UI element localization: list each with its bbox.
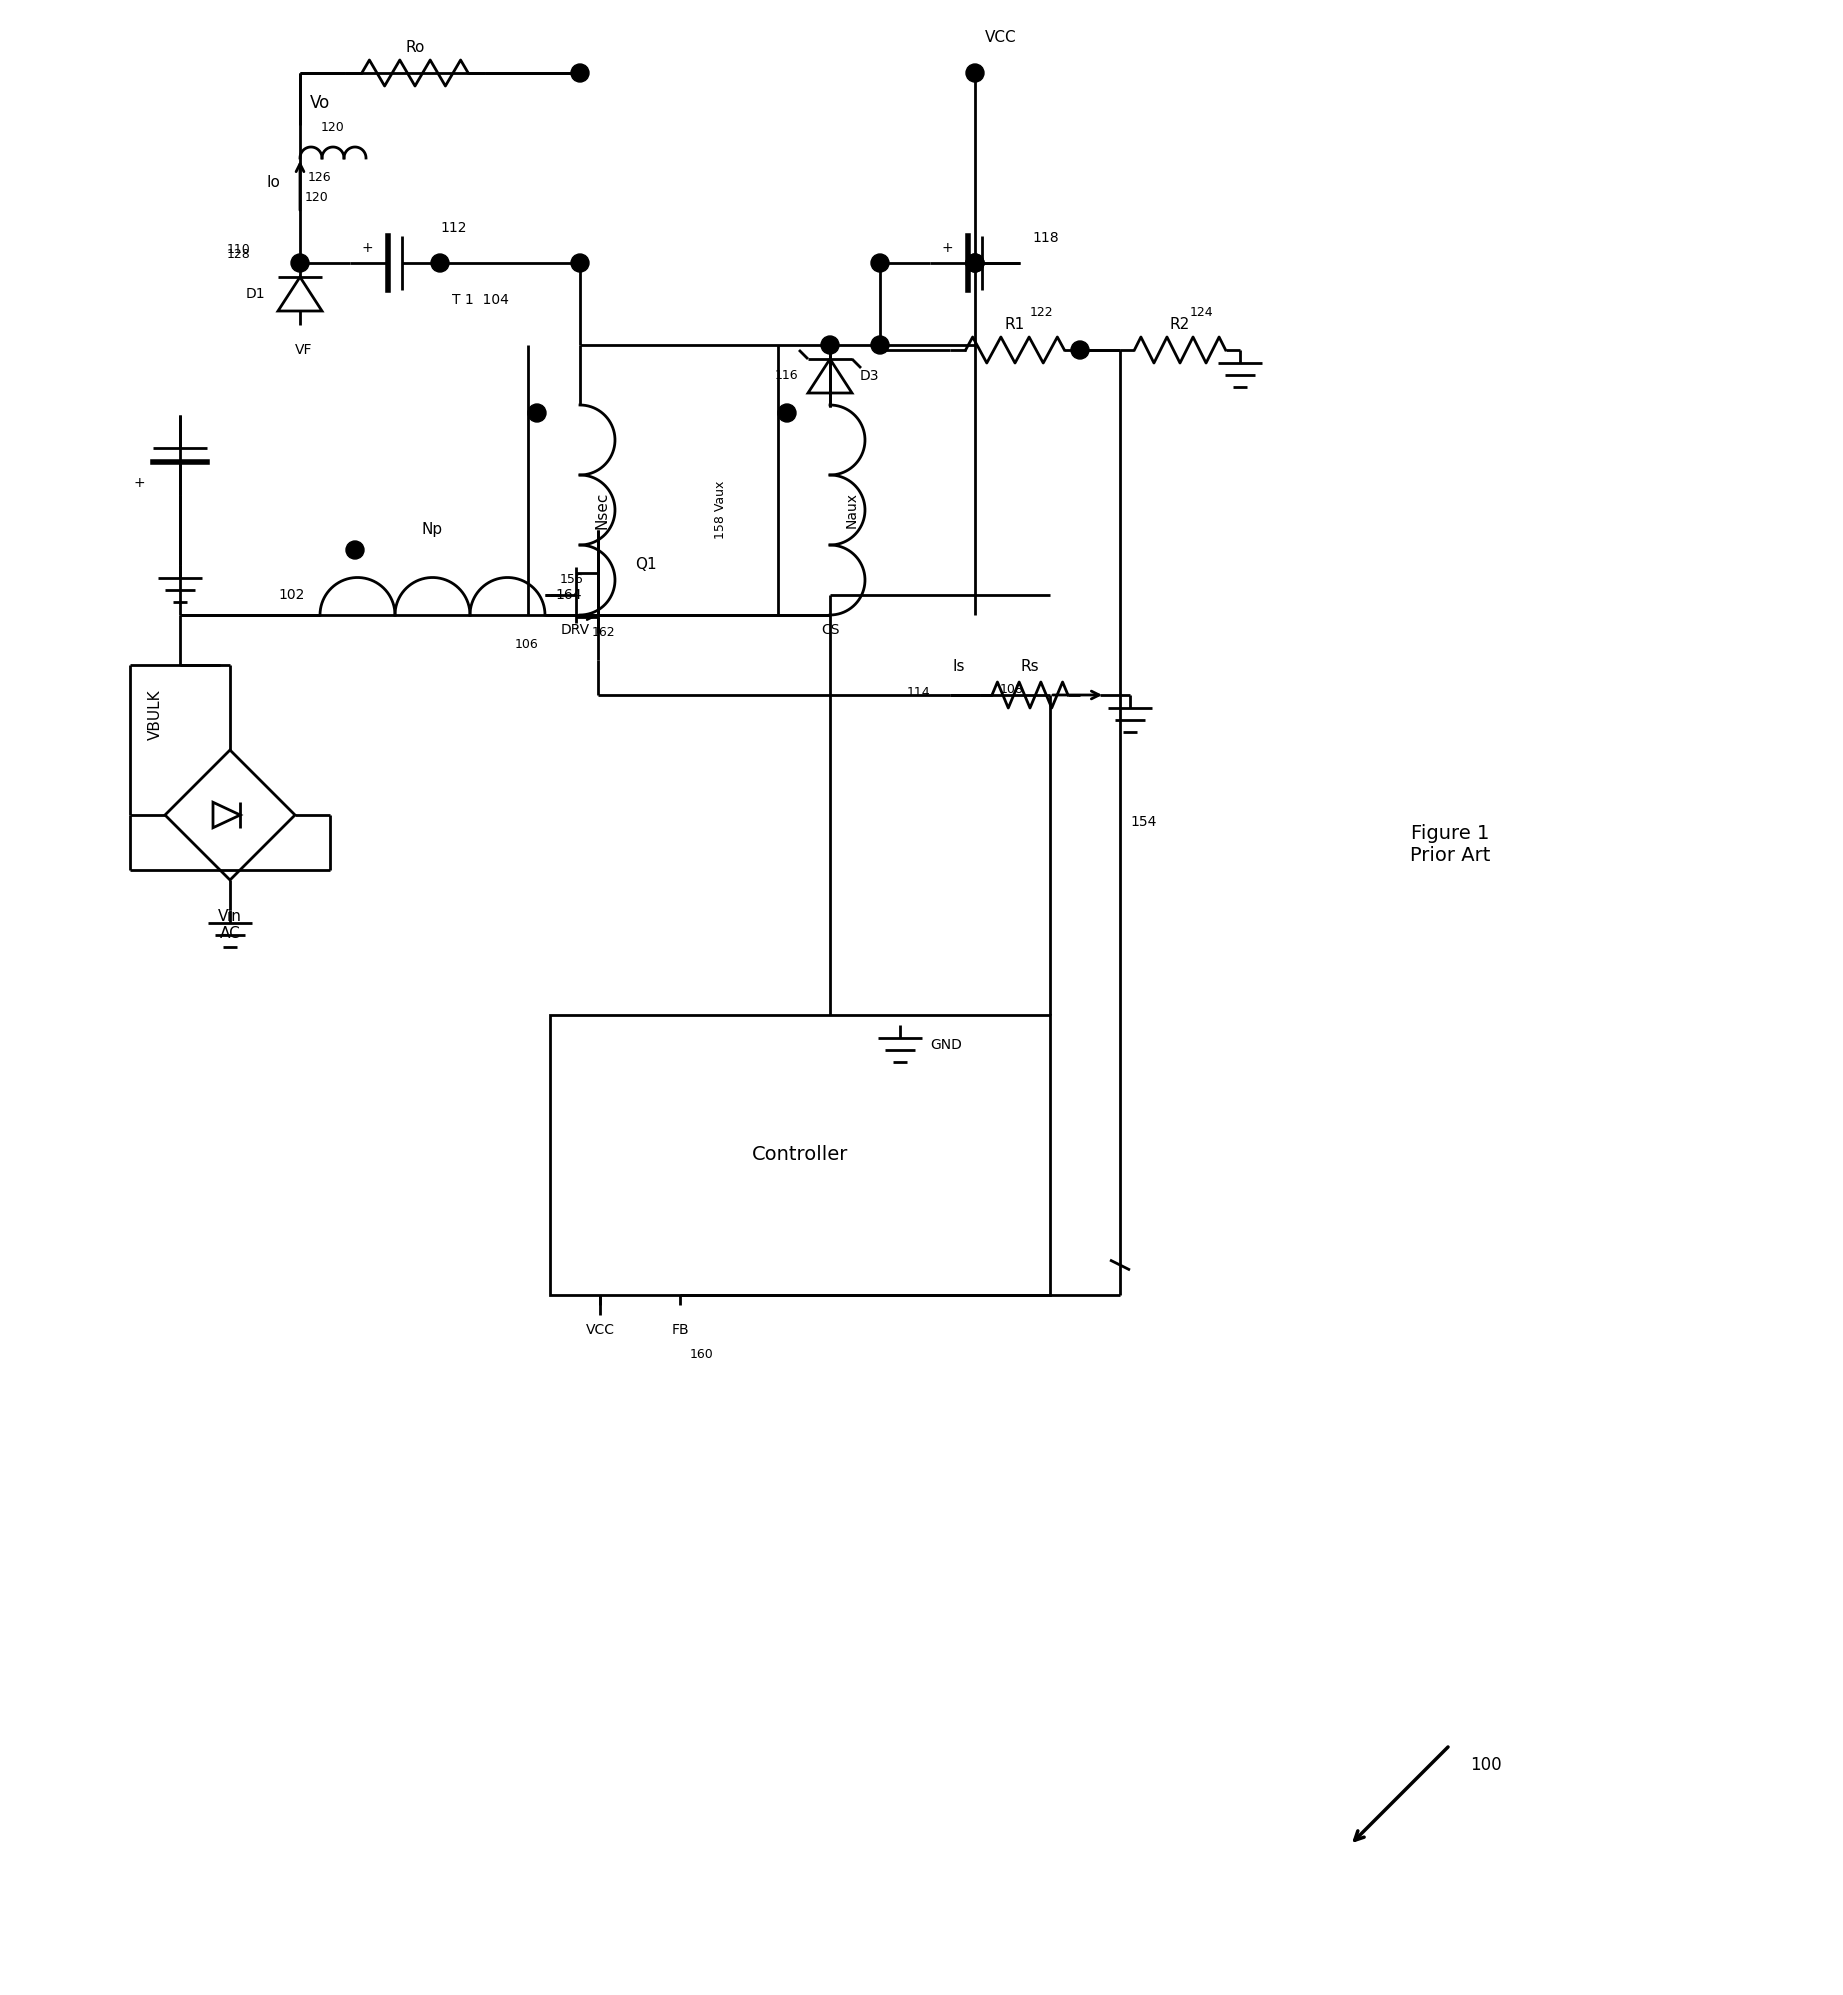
- Text: VCC: VCC: [586, 1323, 614, 1337]
- Text: Figure 1
Prior Art: Figure 1 Prior Art: [1410, 824, 1491, 866]
- Text: 102: 102: [278, 589, 304, 602]
- Text: Is: Is: [953, 660, 966, 674]
- Circle shape: [291, 253, 310, 271]
- Text: 100: 100: [1471, 1756, 1502, 1774]
- Text: 118: 118: [1032, 231, 1058, 245]
- Text: 124: 124: [1191, 305, 1215, 319]
- Text: Vin
AC: Vin AC: [217, 910, 241, 942]
- Text: 112: 112: [440, 221, 466, 235]
- Text: Naux: Naux: [844, 493, 859, 529]
- Text: 114: 114: [907, 686, 931, 700]
- Text: R2: R2: [1170, 317, 1191, 333]
- Circle shape: [872, 253, 888, 271]
- Text: T 1  104: T 1 104: [452, 293, 509, 307]
- Text: 108: 108: [1001, 684, 1025, 696]
- Text: 128: 128: [227, 249, 251, 261]
- Text: 120: 120: [321, 122, 345, 134]
- Text: 120: 120: [304, 192, 328, 205]
- Text: 122: 122: [1030, 305, 1054, 319]
- Text: GND: GND: [931, 1037, 962, 1051]
- Text: 110: 110: [227, 243, 251, 257]
- Text: D1: D1: [245, 287, 265, 301]
- Text: Ro: Ro: [405, 40, 424, 56]
- Text: 126: 126: [308, 172, 332, 184]
- Text: Nsec: Nsec: [595, 491, 610, 529]
- Text: VCC: VCC: [984, 30, 1017, 46]
- Circle shape: [820, 335, 839, 353]
- Text: +: +: [361, 241, 372, 255]
- Text: +: +: [942, 241, 953, 255]
- Circle shape: [571, 253, 590, 271]
- Text: 164: 164: [555, 589, 582, 602]
- Text: Vo: Vo: [310, 94, 330, 112]
- Circle shape: [966, 253, 984, 271]
- Circle shape: [431, 253, 450, 271]
- Text: VF: VF: [295, 343, 313, 357]
- Text: 116: 116: [776, 369, 798, 383]
- Circle shape: [1071, 341, 1089, 359]
- Text: Rs: Rs: [1021, 660, 1039, 674]
- Text: 106: 106: [514, 638, 538, 652]
- Circle shape: [346, 541, 365, 559]
- Circle shape: [872, 335, 888, 353]
- Text: R1: R1: [1004, 317, 1025, 333]
- Text: 154: 154: [1130, 816, 1156, 830]
- Text: CS: CS: [820, 622, 839, 636]
- Text: +: +: [133, 477, 146, 491]
- Text: 158 Vaux: 158 Vaux: [713, 481, 726, 539]
- Text: Io: Io: [265, 176, 280, 190]
- Text: DRV: DRV: [560, 622, 590, 636]
- Text: 156: 156: [560, 573, 584, 587]
- FancyBboxPatch shape: [549, 1015, 1051, 1295]
- Text: FB: FB: [671, 1323, 689, 1337]
- Circle shape: [966, 64, 984, 82]
- Circle shape: [778, 405, 796, 423]
- Text: D3: D3: [861, 369, 879, 383]
- Circle shape: [966, 253, 984, 271]
- Text: 162: 162: [592, 626, 616, 640]
- Circle shape: [527, 405, 546, 423]
- Text: 160: 160: [689, 1349, 713, 1361]
- Text: Controller: Controller: [752, 1145, 848, 1165]
- Text: Q1: Q1: [636, 557, 656, 573]
- Text: Np: Np: [422, 523, 442, 537]
- Text: VBULK: VBULK: [147, 690, 162, 740]
- Circle shape: [571, 64, 590, 82]
